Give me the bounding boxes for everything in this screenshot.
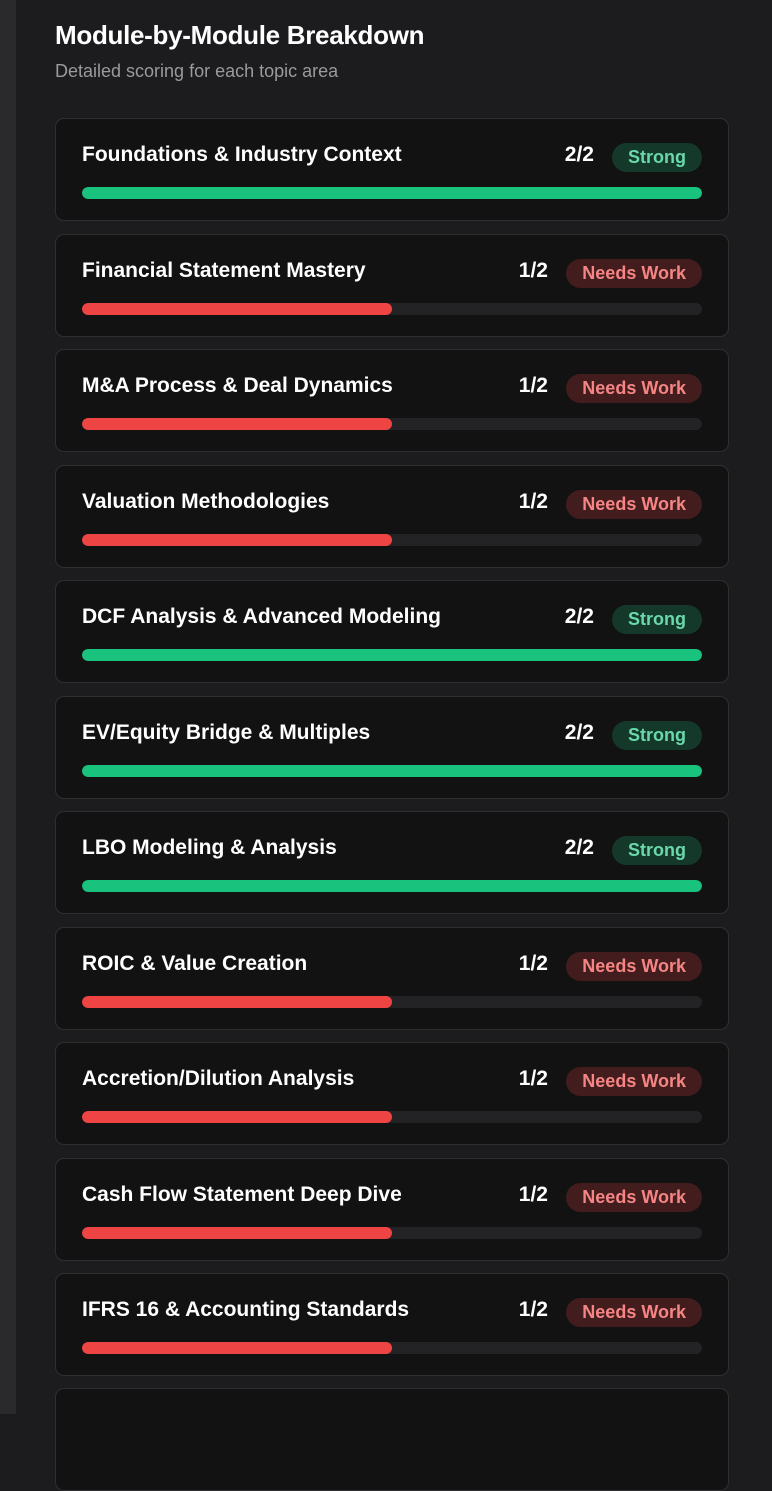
section-subtitle: Detailed scoring for each topic area: [55, 61, 339, 81]
progress-track: [82, 1226, 702, 1239]
progress-track: [82, 302, 702, 315]
module-score: 2/2: [564, 720, 594, 744]
progress-fill: [82, 764, 702, 777]
side-strip: [0, 0, 16, 1414]
module-name: Cash Flow Statement Deep Dive: [82, 1182, 402, 1206]
module-card: ROIC & Value Creation Needs Work 1/2: [55, 926, 729, 1030]
module-card: LBO Modeling & Analysis Strong 2/2: [55, 811, 729, 914]
module-card: Financial Statement Mastery Needs Work 1/2: [55, 233, 729, 337]
progress-fill: [82, 1111, 392, 1123]
progress-track: [82, 1342, 702, 1354]
module-card: Valuation Methodologies Needs Work 1/2: [55, 464, 729, 568]
module-score: 1/2: [518, 1298, 548, 1321]
progress-track: [82, 187, 702, 199]
progress-track: [82, 995, 702, 1008]
module-card: Cash Flow Statement Deep Dive Needs Work 1…: [55, 1157, 729, 1261]
status-badge: Needs Work: [566, 489, 702, 519]
progress-fill: [82, 995, 392, 1008]
module-card: EV/Equity Bridge & Multiples Strong 2/2: [55, 695, 729, 799]
module-card: Foundations & Industry Context Strong 2/2: [55, 118, 729, 221]
progress-fill: [82, 302, 392, 315]
status-badge: Needs Work: [566, 1182, 702, 1212]
progress-track: [82, 418, 702, 430]
module-name: M&A Process & Deal Dynamics: [82, 374, 393, 397]
module-card: [55, 1388, 729, 1491]
module-name: Foundations & Industry Context: [82, 143, 402, 166]
module-name: EV/Equity Bridge & Multiples: [82, 720, 371, 744]
page: Module-by-Module Breakdown Detailed scor…: [0, 0, 729, 1491]
module-score: 2/2: [564, 143, 594, 166]
status-badge: Needs Work: [566, 374, 702, 403]
progress-fill: [82, 1342, 392, 1354]
status-badge: Needs Work: [566, 258, 702, 288]
module-score: 1/2: [518, 489, 548, 513]
module-card: DCF Analysis & Advanced Modeling Strong 2/…: [55, 580, 729, 683]
section-title: Module-by-Module Breakdown: [55, 20, 425, 50]
module-score: 1/2: [518, 374, 548, 397]
progress-track: [82, 1111, 702, 1123]
module-name: DCF Analysis & Advanced Modeling: [82, 605, 441, 628]
progress-track: [82, 649, 702, 661]
progress-track: [82, 880, 702, 892]
module-name: LBO Modeling & Analysis: [82, 836, 337, 859]
module-score: 2/2: [564, 605, 594, 628]
module-score: 2/2: [564, 836, 594, 859]
progress-fill: [82, 418, 392, 430]
progress-fill: [82, 880, 702, 892]
progress-fill: [82, 533, 392, 546]
status-badge: Strong: [612, 143, 702, 172]
status-badge: Strong: [612, 605, 702, 634]
module-score: 1/2: [518, 258, 548, 282]
status-badge: Needs Work: [566, 1067, 702, 1096]
status-badge: Needs Work: [566, 951, 702, 981]
status-badge: Strong: [612, 720, 702, 750]
module-card: IFRS 16 & Accounting Standards Needs Work…: [55, 1273, 729, 1376]
status-badge: Strong: [612, 836, 702, 865]
module-score: 1/2: [518, 1067, 548, 1090]
status-badge: Needs Work: [566, 1298, 702, 1327]
module-card: M&A Process & Deal Dynamics Needs Work 1/2: [55, 349, 729, 452]
module-name: Financial Statement Mastery: [82, 258, 366, 282]
module-name: IFRS 16 & Accounting Standards: [82, 1298, 410, 1321]
module-name: Valuation Methodologies: [82, 489, 330, 513]
progress-track: [82, 533, 702, 546]
module-name: ROIC & Value Creation: [82, 951, 308, 975]
module-score: 1/2: [518, 1182, 548, 1206]
module-score: 1/2: [518, 951, 548, 975]
progress-fill: [82, 187, 702, 199]
progress-fill: [82, 1226, 392, 1239]
module-name: Accretion/Dilution Analysis: [82, 1067, 355, 1090]
progress-track: [82, 764, 702, 777]
progress-fill: [82, 649, 702, 661]
module-card: Accretion/Dilution Analysis Needs Work 1/2: [55, 1042, 729, 1145]
